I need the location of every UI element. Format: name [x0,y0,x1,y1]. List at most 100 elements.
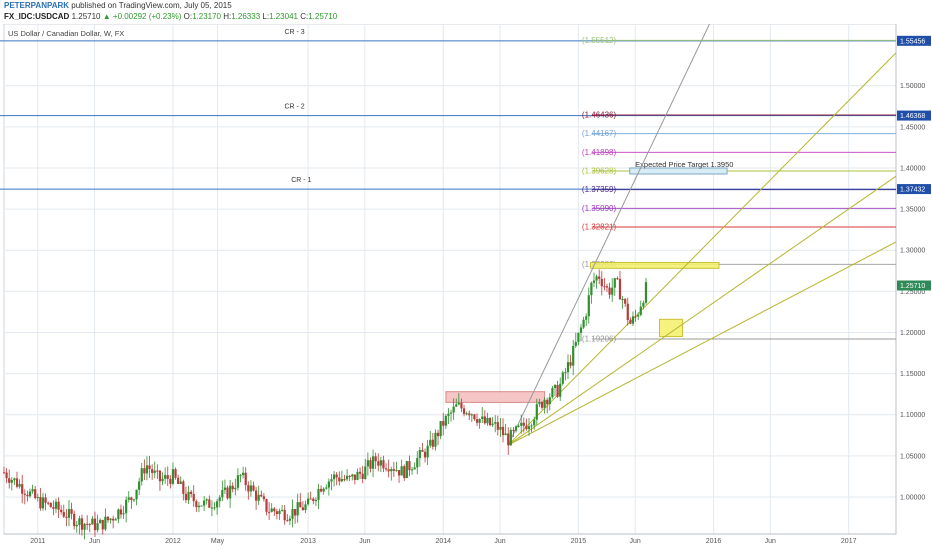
candle-body [488,417,492,426]
candle-body [452,406,455,413]
candle-body [158,470,162,482]
price-label-box [897,280,931,291]
author-name[interactable]: PETERPANPARK [4,1,70,10]
candle-body [67,509,71,518]
price-label: 1.37432 [900,187,925,194]
candle-body [400,466,403,476]
x-tick-label: 2011 [30,538,45,545]
candle-body [21,484,24,494]
publish-info: PETERPANPARK published on TradingView.co… [4,1,932,10]
candle-body [374,456,377,462]
up-arrow-icon: ▲ [102,12,111,21]
candle-body [153,470,156,473]
close-label: C: [300,12,309,21]
candle-body [624,298,627,304]
fib-level-label: (1.19206) [582,334,617,343]
candle-body [486,417,489,424]
candle-body [317,488,320,500]
candle-body [28,491,32,497]
fib-level-label: (1.44167) [582,129,617,138]
candle-body [244,472,247,486]
candle-body [527,426,531,430]
candle-body [637,314,640,317]
candle-body [377,461,380,466]
candle-body [223,487,227,490]
price-label-box [897,184,931,195]
cr-label: CR - 2 [284,104,304,111]
candle-body [13,478,16,480]
candle-body [429,439,432,446]
candle-body [585,316,588,320]
candle-body [392,469,395,471]
candle-body [379,460,382,466]
candle-body [179,481,182,484]
price-chart[interactable]: 1.00000 1.05000 1.10000 1.15000 1.20000 1.250… [0,24,932,550]
candle-body [278,510,281,515]
candle-body [530,425,533,427]
candle-body [249,485,253,492]
candle-body [122,513,125,515]
candle-body [514,426,518,431]
candle-body [286,520,289,522]
candle-body [192,493,195,502]
candle-body [26,494,29,497]
candle-body [639,306,642,315]
candle-body [306,498,310,505]
candle-body [239,475,242,477]
x-tick-label: Jun [765,538,776,545]
candle-body [75,524,78,527]
candle-body [265,499,268,512]
candle-body [325,487,328,489]
candle-body [161,478,164,482]
candle-body [457,402,460,405]
candle-body [301,507,304,511]
candle-body [73,513,76,527]
candle-body [408,461,411,471]
candle-body [364,466,367,479]
candle-body [184,493,188,501]
cr-label: CR - 1 [291,177,311,184]
candle-body [319,488,323,492]
x-tick-label: 2014 [435,538,451,545]
candle-body [538,402,541,405]
y-tick-label: 1.20000 [900,330,925,337]
candle-body [252,485,255,491]
candle-body [127,497,130,500]
y-tick-label: 1.05000 [900,453,925,460]
candle-body [626,303,629,321]
target-annotation-label: Expected Price Target 1.3950 [635,160,733,169]
x-tick-label: Jun [359,538,370,545]
candle-body [257,494,260,501]
candle-body [501,426,505,436]
candle-body [416,458,419,468]
candle-body [369,460,372,469]
candle-body [104,516,107,530]
candle-body [590,282,593,296]
candle-body [371,456,375,469]
high-label: H: [223,12,232,21]
candle-body [642,302,645,307]
candle-body [78,518,81,525]
open-label: O: [183,12,193,21]
candle-body [2,472,6,474]
candle-body [15,478,19,487]
candle-body [413,467,416,470]
candle-body [190,491,193,494]
candle-body [304,504,307,511]
x-tick-label: Jun [630,538,641,545]
quote-bar: FX_IDC:USDCAD 1.25710 ▲ +0.00292 (+0.23%… [4,12,932,21]
candle-body [221,489,224,498]
chart-title: US Dollar / Canadian Dollar, W, FX [8,29,124,38]
candle-body [546,399,549,405]
trend-line [507,241,897,446]
candle-body [343,479,346,481]
candle-body [439,421,442,437]
candle-body [587,295,590,317]
candle-body [470,414,473,416]
candle-body [8,478,11,483]
candle-body [99,519,102,524]
candle-body [403,466,406,479]
candle-body [426,445,429,458]
candle-body [234,487,237,490]
candle-body [70,509,73,514]
